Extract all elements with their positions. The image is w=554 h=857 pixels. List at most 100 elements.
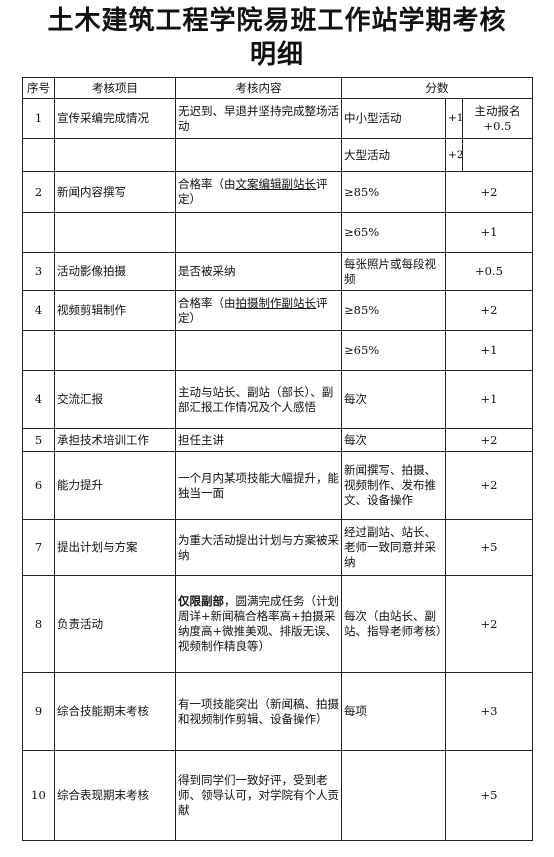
header-index: 序号 (22, 77, 55, 99)
row-content: 合格率（由拍摄制作副站长评定） (175, 290, 342, 331)
table-row: ≥65% +1 (22, 212, 534, 253)
table-header-row: 序号 考核项目 考核内容 分数 (22, 77, 534, 99)
row-index: 9 (22, 672, 55, 751)
row-points: +1 (444, 212, 534, 253)
row-points: +2 (444, 575, 534, 673)
empty-cell (54, 330, 176, 371)
row-points: +1 (444, 330, 534, 371)
row-item: 宣传采编完成情况 (54, 98, 176, 139)
row-index: 10 (22, 750, 55, 841)
row-item: 提出计划与方案 (54, 519, 176, 576)
row-points: +1 (444, 370, 534, 429)
table-row: 5 承担技术培训工作 担任主讲 每次 +2 (22, 428, 534, 452)
row-index: 4 (22, 370, 55, 429)
empty-cell (175, 138, 342, 172)
table-row: ≥65% +1 (22, 330, 534, 371)
row-points: +2 (445, 138, 463, 172)
table-row: 4 视频剪辑制作 合格率（由拍摄制作副站长评定） ≥85% +2 (22, 290, 534, 331)
row-item: 活动影像拍摄 (54, 252, 176, 291)
row-content: 仅限副部，圆满完成任务（计划周详+新闻稿合格率高+拍摄采纳度高+微推美观、排版无… (175, 575, 342, 673)
empty-cell (22, 212, 55, 253)
table-row: 10 综合表现期末考核 得到同学们一致好评，受到老师、领导认可，对学院有个人贡献… (22, 750, 534, 841)
row-index: 2 (22, 171, 55, 213)
content-underlined: 文案编辑副站长 (235, 177, 317, 191)
row-condition (341, 750, 446, 841)
row-index: 3 (22, 252, 55, 291)
row-condition: ≥85% (341, 171, 446, 213)
row-item: 交流汇报 (54, 370, 176, 429)
table-row: 9 综合技能期末考核 有一项技能突出（新闻稿、拍摄和视频制作剪辑、设备操作） 每… (22, 672, 534, 751)
row-points: +5 (444, 519, 534, 576)
table-row: 7 提出计划与方案 为重大活动提出计划与方案被采纳 经过副站、站长、老师一致同意… (22, 519, 534, 576)
row-points: +3 (444, 672, 534, 751)
page-title-line2: 明细 (249, 40, 304, 70)
row-condition: 每张照片或每段视频 (341, 252, 446, 291)
row-item: 承担技术培训工作 (54, 428, 176, 452)
row-content: 有一项技能突出（新闻稿、拍摄和视频制作剪辑、设备操作） (175, 672, 342, 751)
empty-cell (461, 138, 534, 172)
row-bonus: 主动报名+0.5 (461, 98, 534, 139)
row-points: +2 (444, 290, 534, 331)
row-points: +2 (444, 451, 534, 520)
empty-cell (54, 138, 176, 172)
row-points: +2 (444, 428, 534, 452)
row-content: 一个月内某项技能大幅提升，能独当一面 (175, 451, 342, 520)
row-points: +5 (444, 750, 534, 841)
row-condition: 每次（由站长、副站、指导老师考核） (341, 575, 446, 673)
table-row: 大型活动 +2 (22, 138, 534, 172)
row-item: 负责活动 (54, 575, 176, 673)
table-row: 4 交流汇报 主动与站长、副站（部长）、副部汇报工作情况及个人感悟 每次 +1 (22, 370, 534, 429)
row-index: 7 (22, 519, 55, 576)
assessment-table: 序号 考核项目 考核内容 分数 1 宣传采编完成情况 无迟到、早退并坚持完成整场… (22, 77, 534, 841)
row-item: 能力提升 (54, 451, 176, 520)
row-condition: 经过副站、站长、老师一致同意并采纳 (341, 519, 446, 576)
row-condition: 大型活动 (341, 138, 446, 172)
table-row: 2 新闻内容撰写 合格率（由文案编辑副站长评定） ≥85% +2 (22, 171, 534, 213)
content-text: 合格率（由 (178, 295, 236, 310)
empty-cell (54, 212, 176, 253)
empty-cell (22, 138, 55, 172)
table-row: 8 负责活动 仅限副部，圆满完成任务（计划周详+新闻稿合格率高+拍摄采纳度高+微… (22, 575, 534, 673)
row-condition: ≥65% (341, 212, 446, 253)
header-score: 分数 (340, 77, 534, 99)
row-condition: 每项 (341, 672, 446, 751)
row-item: 视频剪辑制作 (54, 290, 176, 331)
content-underlined: 拍摄制作副站长 (235, 295, 317, 310)
row-content: 得到同学们一致好评，受到老师、领导认可，对学院有个人贡献 (175, 750, 342, 841)
row-points: +0.5 (444, 252, 534, 291)
page-title: 土木建筑工程学院易班工作站学期考核 (47, 6, 507, 36)
header-item: 考核项目 (54, 77, 176, 99)
row-content: 是否被采纳 (175, 252, 342, 291)
row-content: 合格率（由文案编辑副站长评定） (175, 171, 342, 213)
row-points: +1 (445, 98, 463, 139)
content-text: ，圆满完成任务（计划周详+新闻稿合格率高+拍摄采纳度高+微推美观、排版无误、视频… (178, 594, 339, 653)
row-condition: 中小型活动 (341, 98, 446, 139)
content-text: 评定） (178, 177, 328, 206)
header-content: 考核内容 (175, 77, 342, 99)
row-condition: 新闻撰写、拍摄、视频制作、发布推文、设备操作 (341, 451, 446, 520)
table-row: 6 能力提升 一个月内某项技能大幅提升，能独当一面 新闻撰写、拍摄、视频制作、发… (22, 451, 534, 520)
row-item: 综合技能期末考核 (54, 672, 176, 751)
table-row: 3 活动影像拍摄 是否被采纳 每张照片或每段视频 +0.5 (22, 252, 534, 291)
empty-cell (22, 330, 55, 371)
row-points: +2 (444, 171, 534, 213)
row-condition: 每次 (341, 428, 446, 452)
row-content: 无迟到、早退并坚持完成整场活动 (175, 98, 342, 139)
row-condition: ≥85% (341, 290, 446, 331)
row-index: 8 (22, 575, 55, 673)
row-item: 新闻内容撰写 (54, 171, 176, 213)
row-condition: ≥65% (341, 330, 446, 371)
row-content: 主动与站长、副站（部长）、副部汇报工作情况及个人感悟 (175, 370, 342, 429)
row-condition: 每次 (341, 370, 446, 429)
content-bold: 仅限副部 (178, 594, 224, 608)
row-index: 4 (22, 290, 55, 331)
row-index: 5 (22, 428, 55, 452)
row-index: 1 (22, 98, 55, 139)
row-item: 综合表现期末考核 (54, 750, 176, 841)
empty-cell (175, 212, 342, 253)
table-row: 1 宣传采编完成情况 无迟到、早退并坚持完成整场活动 中小型活动 +1 主动报名… (22, 98, 534, 139)
row-content: 担任主讲 (175, 428, 342, 452)
content-text: 评定） (178, 295, 328, 325)
empty-cell (175, 330, 342, 371)
content-text: 合格率（由 (178, 177, 236, 191)
